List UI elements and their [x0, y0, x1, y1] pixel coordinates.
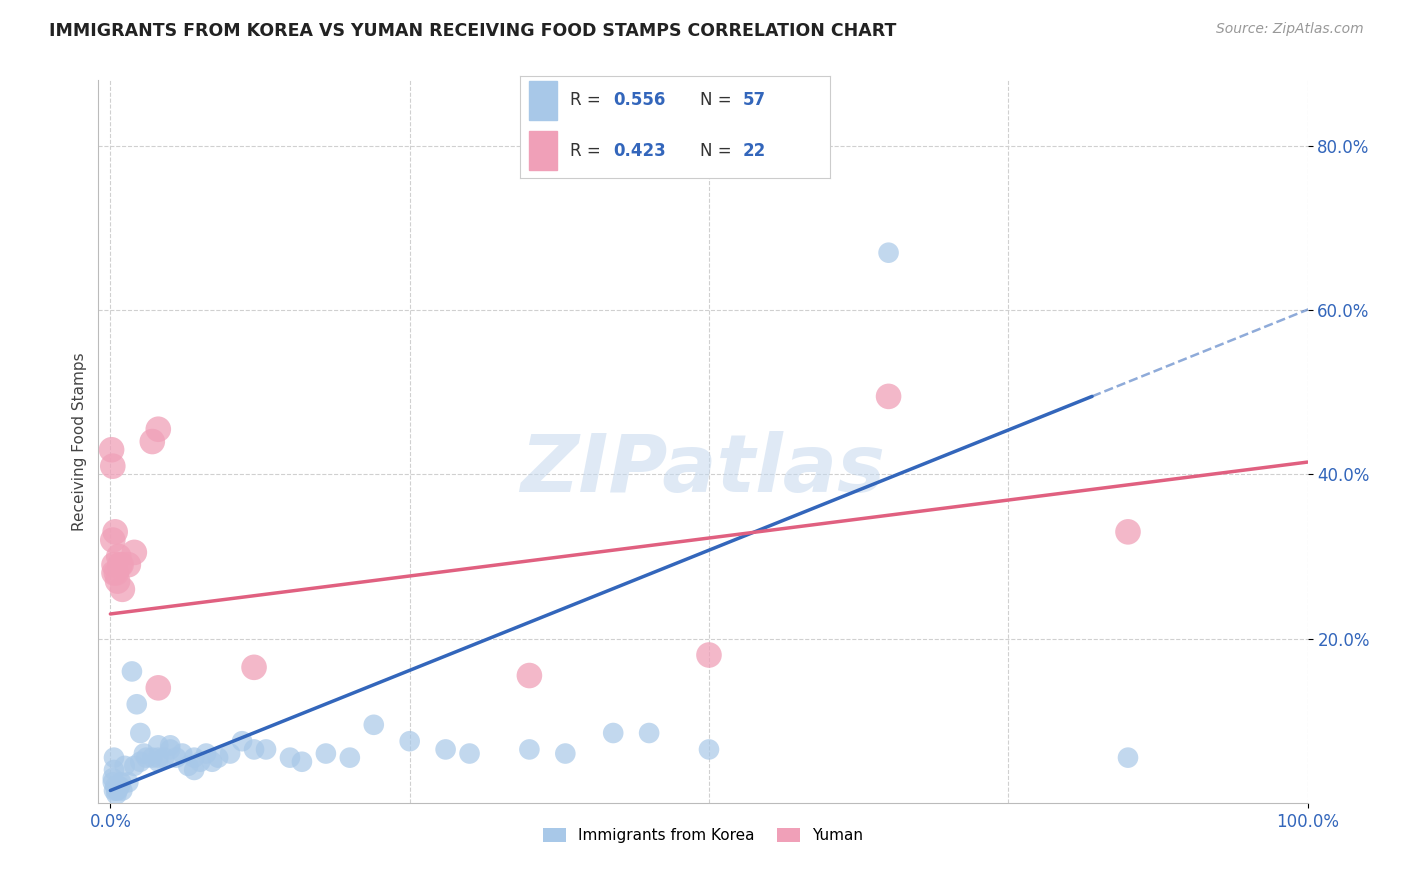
Point — [159, 739, 181, 753]
Point — [254, 742, 277, 756]
Point — [243, 660, 266, 674]
Point — [103, 750, 125, 764]
Point — [188, 755, 211, 769]
Text: 57: 57 — [742, 92, 766, 110]
Point — [278, 750, 301, 764]
Point — [141, 750, 163, 764]
Point — [339, 750, 361, 764]
Point — [434, 742, 457, 756]
Point — [107, 780, 129, 794]
Point — [117, 775, 139, 789]
Point — [231, 734, 253, 748]
Point — [877, 389, 900, 403]
Point — [110, 558, 132, 572]
Point — [101, 771, 124, 785]
Point — [554, 747, 576, 761]
Point — [243, 742, 266, 756]
Point — [111, 582, 134, 597]
Text: 22: 22 — [742, 142, 766, 160]
Point — [103, 566, 125, 580]
Text: IMMIGRANTS FROM KOREA VS YUMAN RECEIVING FOOD STAMPS CORRELATION CHART: IMMIGRANTS FROM KOREA VS YUMAN RECEIVING… — [49, 22, 897, 40]
Point — [105, 788, 128, 802]
Point — [398, 734, 420, 748]
Bar — [530, 131, 557, 170]
Point — [104, 780, 127, 794]
Point — [153, 750, 176, 764]
Point — [100, 442, 122, 457]
Point — [201, 755, 224, 769]
Point — [124, 545, 146, 559]
Point — [1116, 524, 1139, 539]
Point — [697, 742, 720, 756]
Point — [159, 742, 181, 756]
Point — [148, 750, 170, 764]
Point — [105, 783, 128, 797]
Point — [107, 783, 129, 797]
Point — [103, 783, 125, 797]
Point — [129, 755, 152, 769]
Text: R =: R = — [569, 142, 606, 160]
Point — [141, 434, 163, 449]
Point — [117, 558, 139, 572]
Point — [129, 726, 152, 740]
Text: N =: N = — [700, 92, 737, 110]
Point — [103, 558, 125, 572]
Point — [107, 574, 129, 588]
Point — [132, 747, 155, 761]
Legend: Immigrants from Korea, Yuman: Immigrants from Korea, Yuman — [537, 822, 869, 849]
Point — [101, 775, 124, 789]
Point — [519, 742, 541, 756]
Y-axis label: Receiving Food Stamps: Receiving Food Stamps — [72, 352, 87, 531]
Point — [458, 747, 481, 761]
Point — [103, 763, 125, 777]
Point — [104, 524, 127, 539]
Point — [219, 747, 242, 761]
Point — [121, 665, 143, 679]
Point — [697, 648, 720, 662]
Point — [124, 759, 146, 773]
Point — [105, 566, 128, 580]
Point — [183, 750, 205, 764]
Point — [602, 726, 624, 740]
Point — [148, 681, 170, 695]
Point — [111, 783, 134, 797]
Point — [108, 780, 131, 794]
Text: Source: ZipAtlas.com: Source: ZipAtlas.com — [1216, 22, 1364, 37]
Point — [108, 558, 131, 572]
Point — [148, 755, 170, 769]
Point — [101, 533, 124, 547]
Point — [135, 750, 157, 764]
Point — [638, 726, 661, 740]
Point — [165, 750, 187, 764]
Point — [101, 459, 124, 474]
Point — [177, 759, 200, 773]
Point — [877, 245, 900, 260]
Text: 0.556: 0.556 — [613, 92, 665, 110]
Point — [519, 668, 541, 682]
Point — [363, 718, 385, 732]
Point — [107, 549, 129, 564]
Point — [125, 698, 148, 712]
Point — [1116, 750, 1139, 764]
Text: 0.423: 0.423 — [613, 142, 666, 160]
Point — [172, 747, 194, 761]
Point — [183, 763, 205, 777]
Point — [148, 739, 170, 753]
Text: ZIPatlas: ZIPatlas — [520, 432, 886, 509]
Text: N =: N = — [700, 142, 737, 160]
Bar — [530, 81, 557, 120]
Point — [207, 750, 229, 764]
Point — [114, 759, 136, 773]
Text: R =: R = — [569, 92, 606, 110]
Point — [148, 422, 170, 436]
Point — [315, 747, 337, 761]
Point — [195, 747, 218, 761]
Point — [291, 755, 314, 769]
Point — [110, 775, 132, 789]
